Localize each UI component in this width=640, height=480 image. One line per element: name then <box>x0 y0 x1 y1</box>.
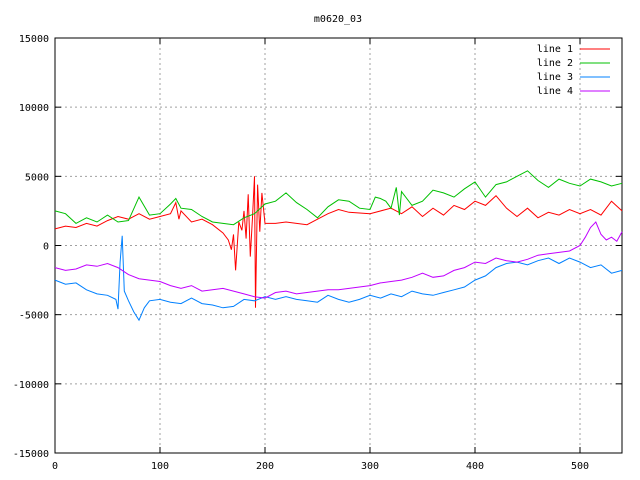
legend: line 1 line 2 line 3 line 4 <box>537 44 610 97</box>
legend-label-4: line 4 <box>537 86 573 97</box>
grid <box>55 38 622 453</box>
plot-frame <box>54 37 623 454</box>
series-line-4 <box>54 221 623 299</box>
legend-label-3: line 3 <box>537 72 573 83</box>
chart-title: m0620_03 <box>314 14 362 25</box>
x-tick-label: 500 <box>571 461 589 472</box>
x-tick-label: 0 <box>52 461 58 472</box>
x-tick-label: 400 <box>466 461 484 472</box>
y-tick-label: -10000 <box>13 380 49 391</box>
x-tick-label: 300 <box>361 461 379 472</box>
x-tick-label: 200 <box>256 461 274 472</box>
legend-label-1: line 1 <box>537 44 573 55</box>
series-line-1 <box>54 176 623 308</box>
series-line-2 <box>54 170 623 226</box>
series-line-3 <box>54 235 623 322</box>
y-tick-label: 10000 <box>19 103 49 114</box>
series-layer <box>54 170 623 322</box>
legend-label-2: line 2 <box>537 58 573 69</box>
axis-ticks: 0 100 200 300 400 500 -15000 -10000 -5000 0 5000 10… <box>13 34 622 472</box>
y-tick-label: 15000 <box>19 34 49 45</box>
y-tick-label: 0 <box>43 242 49 253</box>
x-tick-label: 100 <box>151 461 169 472</box>
y-tick-label: -5000 <box>19 311 49 322</box>
y-tick-label: -15000 <box>13 449 49 460</box>
y-tick-label: 5000 <box>25 172 49 183</box>
